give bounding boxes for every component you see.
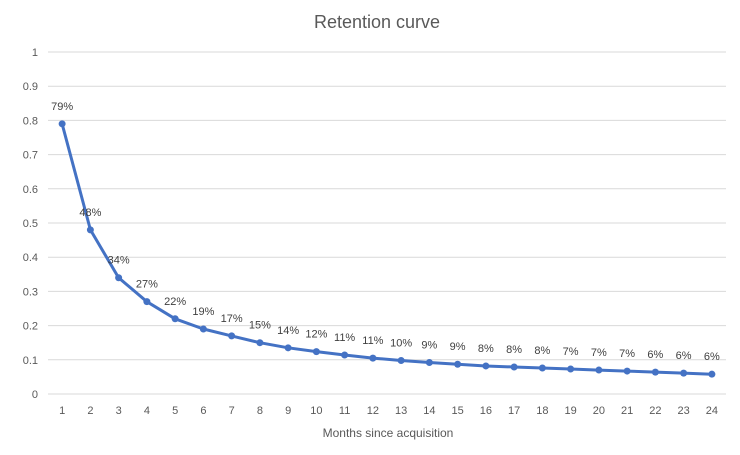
data-label: 9% [421,340,437,352]
y-tick-label: 0.9 [23,81,38,93]
data-label: 79% [51,101,73,113]
data-label: 6% [704,351,720,363]
x-tick-label: 13 [395,405,407,417]
data-label: 8% [478,343,494,355]
data-point [623,367,631,375]
data-label: 9% [450,341,466,353]
y-tick-label: 0.5 [23,218,38,230]
data-point [567,365,575,373]
gridlines [48,51,726,395]
y-tick-label: 0.3 [23,286,38,298]
y-tick-label: 0.2 [23,321,38,333]
x-tick-label: 16 [480,405,492,417]
data-point [199,325,207,333]
data-label: 11% [334,332,355,344]
x-tick-label: 8 [257,405,263,417]
data-label: 22% [164,296,186,308]
data-label: 8% [506,344,522,356]
data-point [228,332,236,340]
data-point [397,356,405,364]
x-tick-label: 3 [116,405,122,417]
data-label: 19% [192,306,214,318]
data-point [58,120,66,128]
data-point [86,226,94,234]
x-tick-label: 17 [508,405,520,417]
x-tick-label: 5 [172,405,178,417]
x-tick-label: 11 [339,405,350,417]
y-tick-label: 0.4 [23,252,38,264]
y-tick-label: 0.6 [23,184,38,196]
data-point [341,351,349,359]
y-axis-ticks: 0 0.1 0.2 0.3 0.4 0.5 0.6 0.7 0.8 0.9 1 [23,47,38,401]
x-tick-label: 15 [452,405,464,417]
data-point [171,315,179,323]
data-label: 10% [390,337,412,349]
data-label: 7% [591,347,607,359]
x-tick-label: 18 [536,405,548,417]
data-label: 14% [277,325,299,337]
data-point [538,364,546,372]
x-tick-label: 22 [649,405,661,417]
data-label: 17% [221,313,243,325]
data-label: 48% [79,207,101,219]
data-point [454,360,462,368]
data-label: 6% [676,350,692,362]
data-point [284,344,292,352]
x-axis-title: Months since acquisition [323,426,454,440]
data-label: 8% [534,345,550,357]
y-tick-label: 1 [32,47,38,59]
data-point [680,369,688,377]
data-label: 11% [362,335,383,347]
x-tick-label: 21 [621,405,633,417]
data-point [143,298,151,306]
data-point [369,354,377,362]
series-line [60,122,714,376]
x-tick-label: 19 [565,405,577,417]
y-tick-label: 0.7 [23,150,38,162]
data-label: 7% [619,348,635,360]
x-axis-ticks: 1 2 3 4 5 6 7 8 9 10 11 12 13 14 15 16 17 18 19 20 21 22 23 24 [59,405,718,417]
y-tick-label: 0.8 [23,115,38,127]
data-point [595,366,603,374]
data-label: 15% [249,320,271,332]
data-point [312,348,320,356]
x-tick-label: 20 [593,405,605,417]
x-tick-label: 10 [310,405,322,417]
x-tick-label: 23 [678,405,690,417]
x-tick-label: 6 [200,405,206,417]
x-tick-label: 14 [423,405,435,417]
x-tick-label: 12 [367,405,379,417]
y-tick-label: 0.1 [23,355,38,367]
series-group [58,120,716,378]
data-label: 6% [647,349,663,361]
x-tick-label: 7 [229,405,235,417]
data-label: 34% [108,255,130,267]
x-tick-label: 2 [87,405,93,417]
data-label: 12% [305,329,327,341]
x-tick-label: 9 [285,405,291,417]
data-point [708,370,716,378]
data-label: 7% [563,346,579,358]
x-tick-label: 4 [144,405,150,417]
data-point [510,363,518,371]
data-point [425,359,433,367]
data-labels: 79% 48% 34% 27% 22% 19% 17% 15% 14% 12% 11% 11% 10% 9… [51,101,720,363]
data-point [115,274,123,282]
data-point [482,362,490,370]
chart-title: Retention curve [314,12,440,32]
data-label: 27% [136,279,158,291]
data-point [651,368,659,376]
x-tick-label: 24 [706,405,718,417]
y-tick-label: 0 [32,389,38,401]
x-tick-label: 1 [59,405,65,417]
data-point [256,339,264,347]
